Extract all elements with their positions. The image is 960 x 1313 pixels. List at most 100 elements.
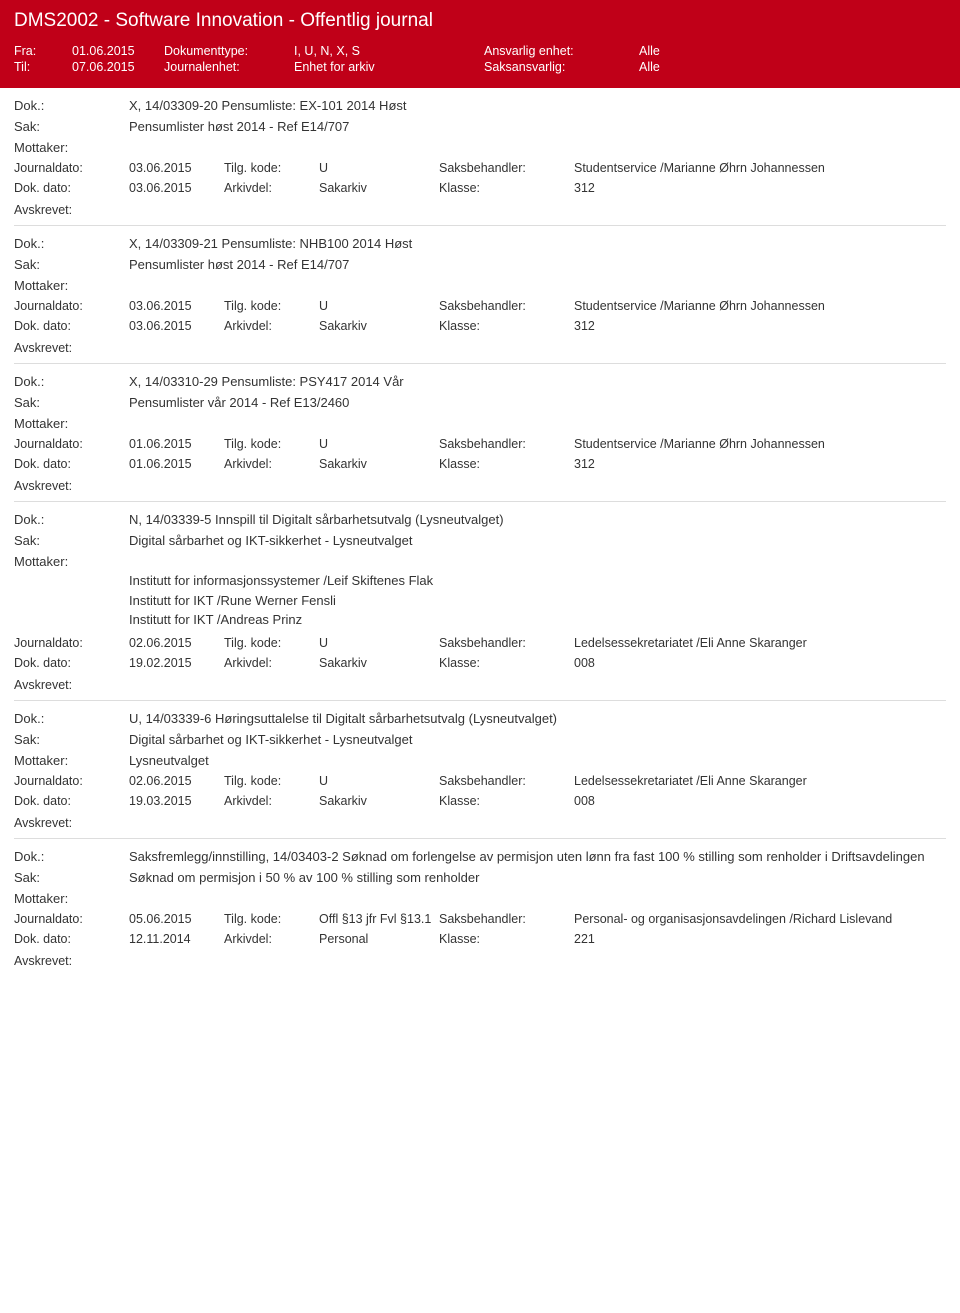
arkivdel-label: Arkivdel: — [224, 319, 319, 333]
dok-value: X, 14/03309-21 Pensumliste: NHB100 2014 … — [129, 236, 946, 251]
dok-value: U, 14/03339-6 Høringsuttalelse til Digit… — [129, 711, 946, 726]
dokdato-label: Dok. dato: — [14, 932, 129, 946]
arkivdel-label: Arkivdel: — [224, 656, 319, 670]
dokdato-label: Dok. dato: — [14, 656, 129, 670]
tilgkode-value: U — [319, 774, 439, 788]
mottaker-value — [129, 891, 946, 906]
arkivdel-label: Arkivdel: — [224, 181, 319, 195]
klasse-label: Klasse: — [439, 319, 574, 333]
mottaker-item: Institutt for IKT /Andreas Prinz — [129, 610, 946, 630]
til-value: 07.06.2015 — [72, 60, 164, 74]
sak-label: Sak: — [14, 870, 129, 885]
doktype-value: I, U, N, X, S — [294, 44, 484, 58]
tilgkode-label: Tilg. kode: — [224, 299, 319, 313]
fra-label: Fra: — [14, 44, 72, 58]
sak-value: Pensumlister høst 2014 - Ref E14/707 — [129, 257, 946, 272]
dok-label: Dok.: — [14, 711, 129, 726]
avskrevet-label: Avskrevet: — [0, 337, 960, 361]
journaldato-label: Journaldato: — [14, 912, 129, 926]
saksbehandler-label: Saksbehandler: — [439, 774, 574, 788]
tilgkode-label: Tilg. kode: — [224, 636, 319, 650]
tilgkode-label: Tilg. kode: — [224, 161, 319, 175]
mottaker-value — [129, 278, 946, 293]
mottaker-label: Mottaker: — [14, 416, 129, 431]
avskrevet-label: Avskrevet: — [0, 475, 960, 499]
mottaker-value — [129, 554, 946, 569]
mottaker-item: Institutt for informasjonssystemer /Leif… — [129, 571, 946, 591]
journaldato-value: 01.06.2015 — [129, 437, 224, 451]
dokdato-value: 19.02.2015 — [129, 656, 224, 670]
saks-value: Alle — [639, 60, 660, 74]
ansvarlig-value: Alle — [639, 44, 660, 58]
mottaker-label: Mottaker: — [14, 140, 129, 155]
mottaker-value — [129, 140, 946, 155]
mottaker-value: Lysneutvalget — [129, 753, 946, 768]
tilgkode-value: Offl §13 jfr Fvl §13.1 — [319, 912, 439, 926]
dok-label: Dok.: — [14, 374, 129, 389]
sak-label: Sak: — [14, 533, 129, 548]
sak-label: Sak: — [14, 395, 129, 410]
journaldato-label: Journaldato: — [14, 299, 129, 313]
journaldato-value: 02.06.2015 — [129, 636, 224, 650]
mottaker-label: Mottaker: — [14, 278, 129, 293]
arkivdel-value: Sakarkiv — [319, 794, 439, 808]
journal-entry: Dok.:X, 14/03309-20 Pensumliste: EX-101 … — [0, 88, 960, 195]
klasse-value: 221 — [574, 932, 946, 946]
sak-value: Pensumlister vår 2014 - Ref E13/2460 — [129, 395, 946, 410]
dokdato-value: 03.06.2015 — [129, 319, 224, 333]
arkivdel-label: Arkivdel: — [224, 794, 319, 808]
saksbehandler-label: Saksbehandler: — [439, 636, 574, 650]
saksbehandler-value: Studentservice /Marianne Øhrn Johannesse… — [574, 437, 946, 451]
journaldato-label: Journaldato: — [14, 774, 129, 788]
saksbehandler-value: Studentservice /Marianne Øhrn Johannesse… — [574, 161, 946, 175]
fra-value: 01.06.2015 — [72, 44, 164, 58]
saksbehandler-value: Personal- og organisasjonsavdelingen /Ri… — [574, 912, 946, 926]
journal-header: DMS2002 - Software Innovation - Offentli… — [0, 0, 960, 88]
tilgkode-value: U — [319, 636, 439, 650]
dokdato-value: 12.11.2014 — [129, 932, 224, 946]
arkivdel-value: Sakarkiv — [319, 181, 439, 195]
journaldato-value: 02.06.2015 — [129, 774, 224, 788]
klasse-value: 312 — [574, 319, 946, 333]
header-title: DMS2002 - Software Innovation - Offentli… — [14, 10, 946, 32]
dok-value: X, 14/03310-29 Pensumliste: PSY417 2014 … — [129, 374, 946, 389]
mottaker-item: Institutt for IKT /Rune Werner Fensli — [129, 591, 946, 611]
saks-label: Saksansvarlig: — [484, 60, 639, 74]
sak-value: Søknad om permisjon i 50 % av 100 % stil… — [129, 870, 946, 885]
dok-label: Dok.: — [14, 236, 129, 251]
dok-label: Dok.: — [14, 849, 129, 864]
dok-value: Saksfremlegg/innstilling, 14/03403-2 Søk… — [129, 849, 946, 864]
dok-value: X, 14/03309-20 Pensumliste: EX-101 2014 … — [129, 98, 946, 113]
journal-entry: Dok.:N, 14/03339-5 Innspill til Digitalt… — [0, 502, 960, 670]
dokdato-label: Dok. dato: — [14, 181, 129, 195]
klasse-value: 312 — [574, 457, 946, 471]
tilgkode-value: U — [319, 161, 439, 175]
arkivdel-label: Arkivdel: — [224, 932, 319, 946]
journal-entry: Dok.:U, 14/03339-6 Høringsuttalelse til … — [0, 701, 960, 808]
klasse-value: 008 — [574, 794, 946, 808]
saksbehandler-label: Saksbehandler: — [439, 161, 574, 175]
avskrevet-label: Avskrevet: — [0, 674, 960, 698]
saksbehandler-label: Saksbehandler: — [439, 912, 574, 926]
saksbehandler-value: Studentservice /Marianne Øhrn Johannesse… — [574, 299, 946, 313]
saksbehandler-label: Saksbehandler: — [439, 299, 574, 313]
tilgkode-label: Tilg. kode: — [224, 774, 319, 788]
sak-label: Sak: — [14, 257, 129, 272]
dokdato-value: 01.06.2015 — [129, 457, 224, 471]
journal-entry: Dok.:X, 14/03309-21 Pensumliste: NHB100 … — [0, 226, 960, 333]
journalenhet-value: Enhet for arkiv — [294, 60, 484, 74]
journaldato-value: 03.06.2015 — [129, 161, 224, 175]
journaldato-value: 05.06.2015 — [129, 912, 224, 926]
header-row-2: Til: 07.06.2015 Journalenhet: Enhet for … — [14, 60, 946, 74]
klasse-value: 312 — [574, 181, 946, 195]
sak-label: Sak: — [14, 732, 129, 747]
dok-label: Dok.: — [14, 512, 129, 527]
dok-label: Dok.: — [14, 98, 129, 113]
mottaker-label: Mottaker: — [14, 554, 129, 569]
tilgkode-value: U — [319, 437, 439, 451]
journal-entry: Dok.:Saksfremlegg/innstilling, 14/03403-… — [0, 839, 960, 946]
journaldato-label: Journaldato: — [14, 636, 129, 650]
saksbehandler-value: Ledelsessekretariatet /Eli Anne Skarange… — [574, 774, 946, 788]
klasse-label: Klasse: — [439, 181, 574, 195]
journal-entry: Dok.:X, 14/03310-29 Pensumliste: PSY417 … — [0, 364, 960, 471]
